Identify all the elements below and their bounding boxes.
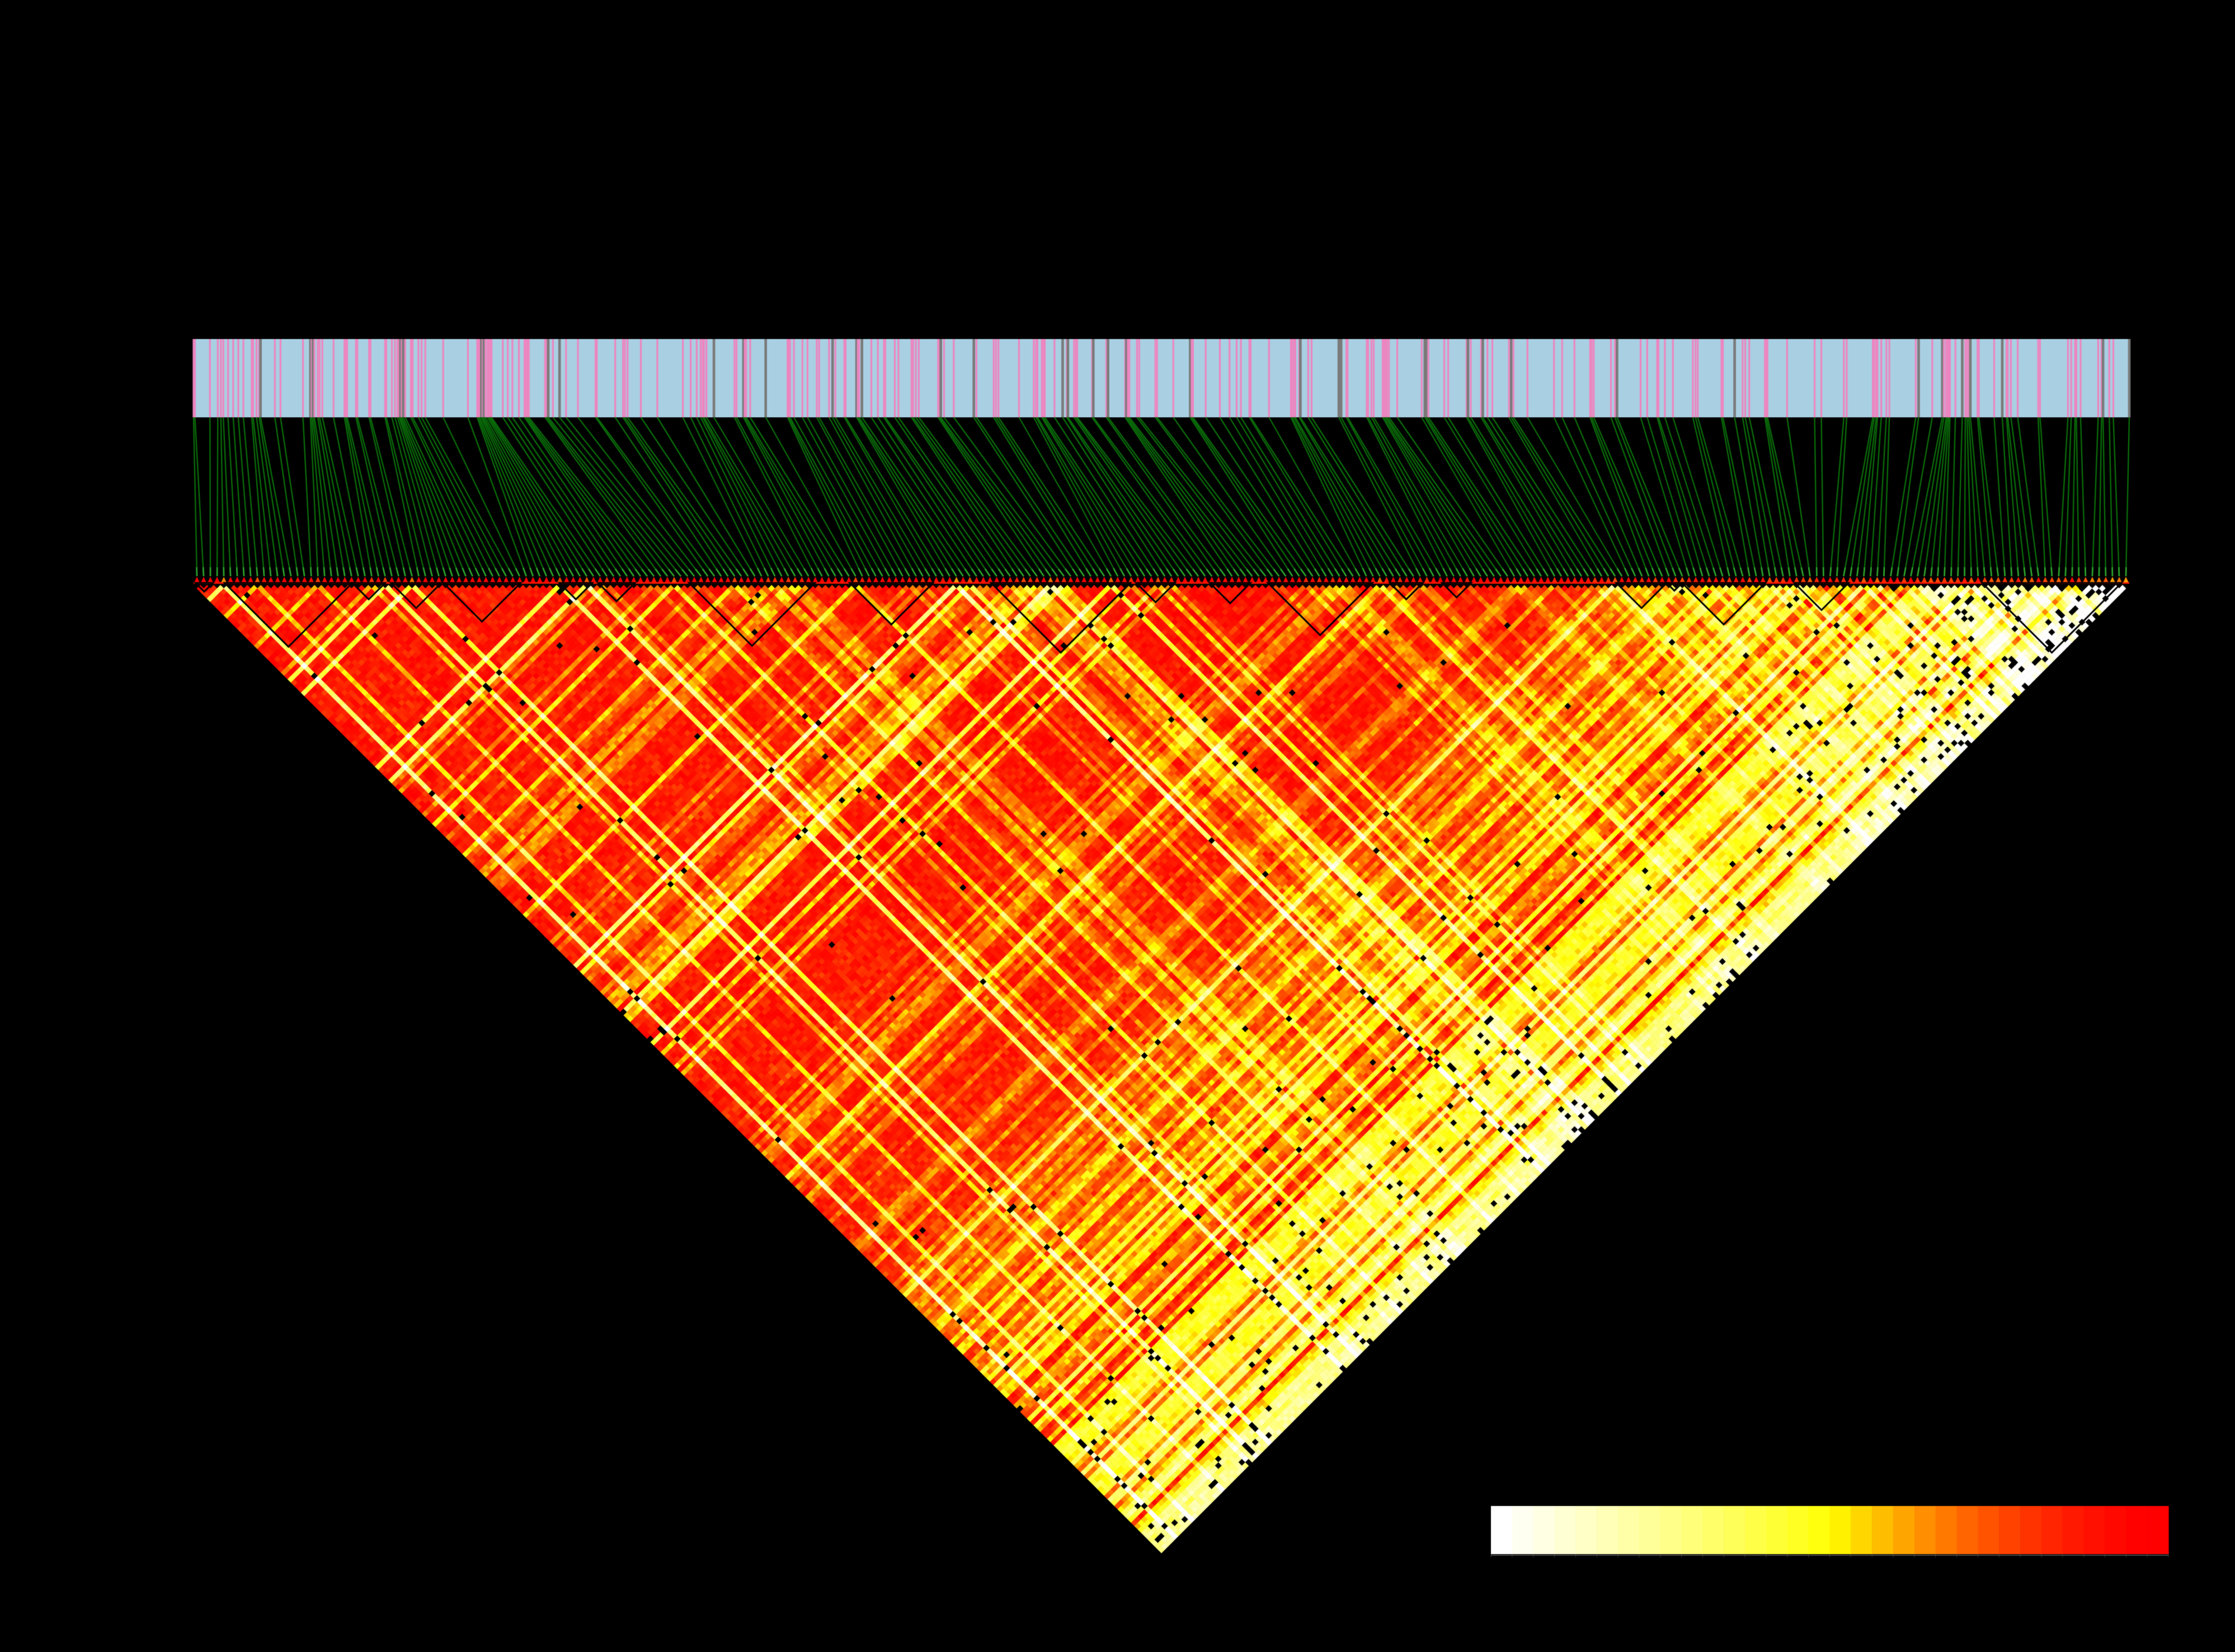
ld-heatmap-figure — [0, 0, 2235, 1652]
ld-plot-canvas — [0, 0, 2235, 1652]
